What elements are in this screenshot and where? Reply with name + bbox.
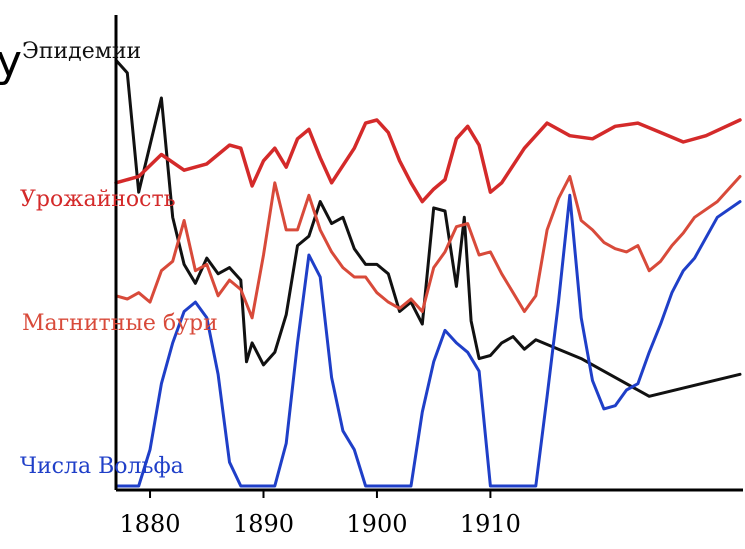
series-layer xyxy=(114,58,742,488)
x-tick-label: 1880 xyxy=(119,510,180,538)
series-line-4 xyxy=(114,193,742,488)
label-wolf: Числа Вольфа xyxy=(20,454,184,479)
label-storms: Магнитные бури xyxy=(22,311,218,336)
series-line-3 xyxy=(114,175,742,320)
x-axis-ticks: 1880 1890 1900 1910 xyxy=(119,490,521,538)
label-epidemics: Эпидемии xyxy=(22,39,141,64)
label-harvest: Урожайность xyxy=(20,187,176,212)
x-tick-label: 1910 xyxy=(460,510,521,538)
x-tick-label: 1900 xyxy=(346,510,407,538)
series-line-1 xyxy=(114,58,742,398)
corner-glyph: y xyxy=(0,36,22,87)
x-tick-label: 1890 xyxy=(233,510,294,538)
series-line-2 xyxy=(114,118,742,204)
